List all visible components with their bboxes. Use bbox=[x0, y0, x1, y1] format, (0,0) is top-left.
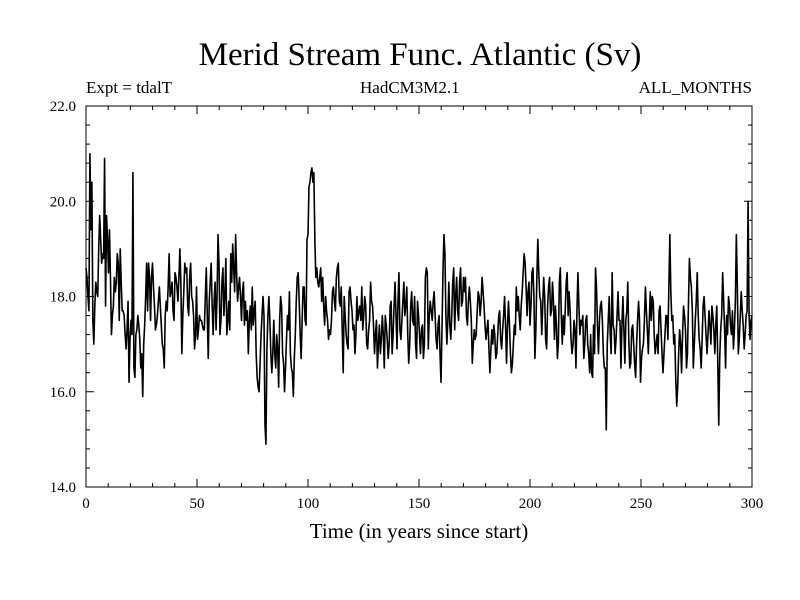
y-tick-label: 20.0 bbox=[50, 194, 76, 210]
x-tick-label: 50 bbox=[190, 496, 205, 512]
model-label: HadCM3M2.1 bbox=[360, 78, 460, 97]
chart-title: Merid Stream Func. Atlantic (Sv) bbox=[198, 37, 642, 73]
y-tick-label: 22.0 bbox=[50, 99, 76, 115]
y-tick-label: 16.0 bbox=[50, 385, 76, 401]
x-tick-label: 0 bbox=[82, 496, 90, 512]
x-axis-label: Time (in years since start) bbox=[309, 519, 529, 543]
x-tick-label: 300 bbox=[741, 496, 764, 512]
period-label: ALL_MONTHS bbox=[638, 78, 752, 97]
y-tick-label: 18.0 bbox=[50, 290, 76, 306]
axis-tick-labels: 0 50 100 150 200 250 300 14.0 16.0 18.0 20.0 22.0 bbox=[50, 99, 764, 512]
y-tick-label: 14.0 bbox=[50, 480, 76, 496]
experiment-label: Expt = tdalT bbox=[86, 78, 173, 97]
series-line bbox=[85, 152, 753, 445]
x-tick-label: 100 bbox=[297, 496, 320, 512]
series-group bbox=[85, 152, 753, 445]
x-tick-label: 200 bbox=[519, 496, 542, 512]
x-tick-label: 250 bbox=[630, 496, 653, 512]
axis-ticks bbox=[85, 105, 753, 488]
x-tick-label: 150 bbox=[408, 496, 431, 512]
